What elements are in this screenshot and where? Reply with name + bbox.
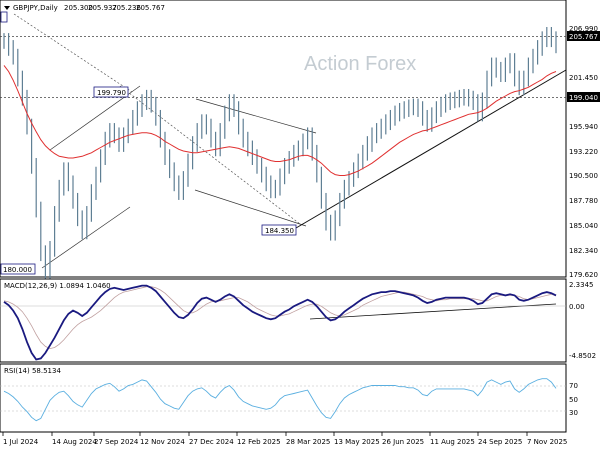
x-tick-label: 12 Feb 2025 <box>237 438 281 446</box>
ohlc-close: 205.767 <box>136 4 165 12</box>
level-price-box <box>567 92 600 102</box>
x-tick-label: 27 Dec 2024 <box>189 438 234 446</box>
annotation-bottom: 180.000 <box>0 263 36 275</box>
watermark: Action Forex <box>304 53 416 75</box>
rsi-panel <box>0 363 567 433</box>
y-tick: 193.220 <box>569 148 598 156</box>
falling-channel-lower <box>194 189 307 227</box>
annotation-low: 184.350 <box>261 224 297 236</box>
collapse-triangle-icon[interactable] <box>4 6 10 10</box>
x-tick-label: 13 May 2025 <box>334 438 380 446</box>
x-tick-label: 24 Sep 2025 <box>478 438 522 446</box>
macd-panel <box>0 278 567 363</box>
falling-channel-upper <box>195 98 317 134</box>
macd-title: MACD(12,26,9) 1.0894 1.0460 <box>4 282 111 290</box>
rsi-y-tick: 30 <box>569 409 578 417</box>
x-tick-label: 26 Jun 2025 <box>382 438 424 446</box>
macd-y-tick: 2.3345 <box>569 281 594 289</box>
x-tick-label: 12 Nov 2024 <box>140 438 185 446</box>
annotation-bottom-label: 180.000 <box>3 266 32 274</box>
x-tick-label: 7 Nov 2025 <box>527 438 567 446</box>
main-panel <box>0 0 567 278</box>
ohlc-low: 205.236 <box>112 4 141 12</box>
macd-line <box>3 284 557 361</box>
rsi-y-tick: 70 <box>569 382 578 390</box>
level-price-label: 199.040 <box>569 94 598 102</box>
ohlc-high: 205.937 <box>88 4 117 12</box>
rsi-line <box>3 378 557 422</box>
y-tick: 179.620 <box>569 271 598 279</box>
rsi-y-tick: 50 <box>569 396 578 404</box>
rsi-title: RSI(14) 58.5134 <box>4 367 61 375</box>
ohlc-open: 205.300 <box>64 4 93 12</box>
y-tick: 190.500 <box>569 172 598 180</box>
y-tick: 182.340 <box>569 247 598 255</box>
macd-y-tick: -4.8502 <box>569 352 596 360</box>
descending-dashed-trendline <box>13 13 133 93</box>
current-price-label: 205.767 <box>569 33 598 41</box>
current-price-box <box>567 31 600 41</box>
y-tick: 201.450 <box>569 74 598 82</box>
macd-trendline <box>309 303 557 320</box>
rising-support-trendline <box>295 69 567 229</box>
price-series <box>3 26 557 279</box>
x-tick-label: 27 Sep 2024 <box>94 438 139 446</box>
trend-channels <box>41 69 567 269</box>
annotation-top-left-marker <box>0 11 8 23</box>
rising-channel-lower <box>41 206 131 269</box>
y-tick: 206.990 <box>569 25 598 33</box>
y-tick: 185.040 <box>569 222 598 230</box>
moving-average-line <box>3 65 557 176</box>
x-tick-label: 14 Aug 2024 <box>52 438 97 446</box>
price-y-axis: 206.990 205.767 201.450 199.040 195.940 … <box>567 25 600 279</box>
chart-title: GBPJPY,Daily <box>13 4 58 12</box>
y-tick: 195.940 <box>569 123 598 131</box>
y-tick: 187.780 <box>569 197 598 205</box>
annotation-low-label: 184.350 <box>265 227 294 235</box>
annotation-high-label: 199.790 <box>97 89 126 97</box>
rsi-y-axis: 70 50 30 <box>569 382 578 417</box>
x-tick-label: 28 Mar 2025 <box>286 438 330 446</box>
annotation-high: 199.790 <box>93 86 129 98</box>
macd-y-axis: 2.3345 0.00 -4.8502 <box>569 281 596 360</box>
x-tick-label: 11 Aug 2025 <box>430 438 475 446</box>
channel-dashed-trendline <box>119 85 301 225</box>
x-tick-label: 1 Jul 2024 <box>3 438 39 446</box>
macd-y-tick: 0.00 <box>569 303 585 311</box>
title-bar: GBPJPY,Daily 205.300 205.937 205.236 205… <box>4 4 165 12</box>
